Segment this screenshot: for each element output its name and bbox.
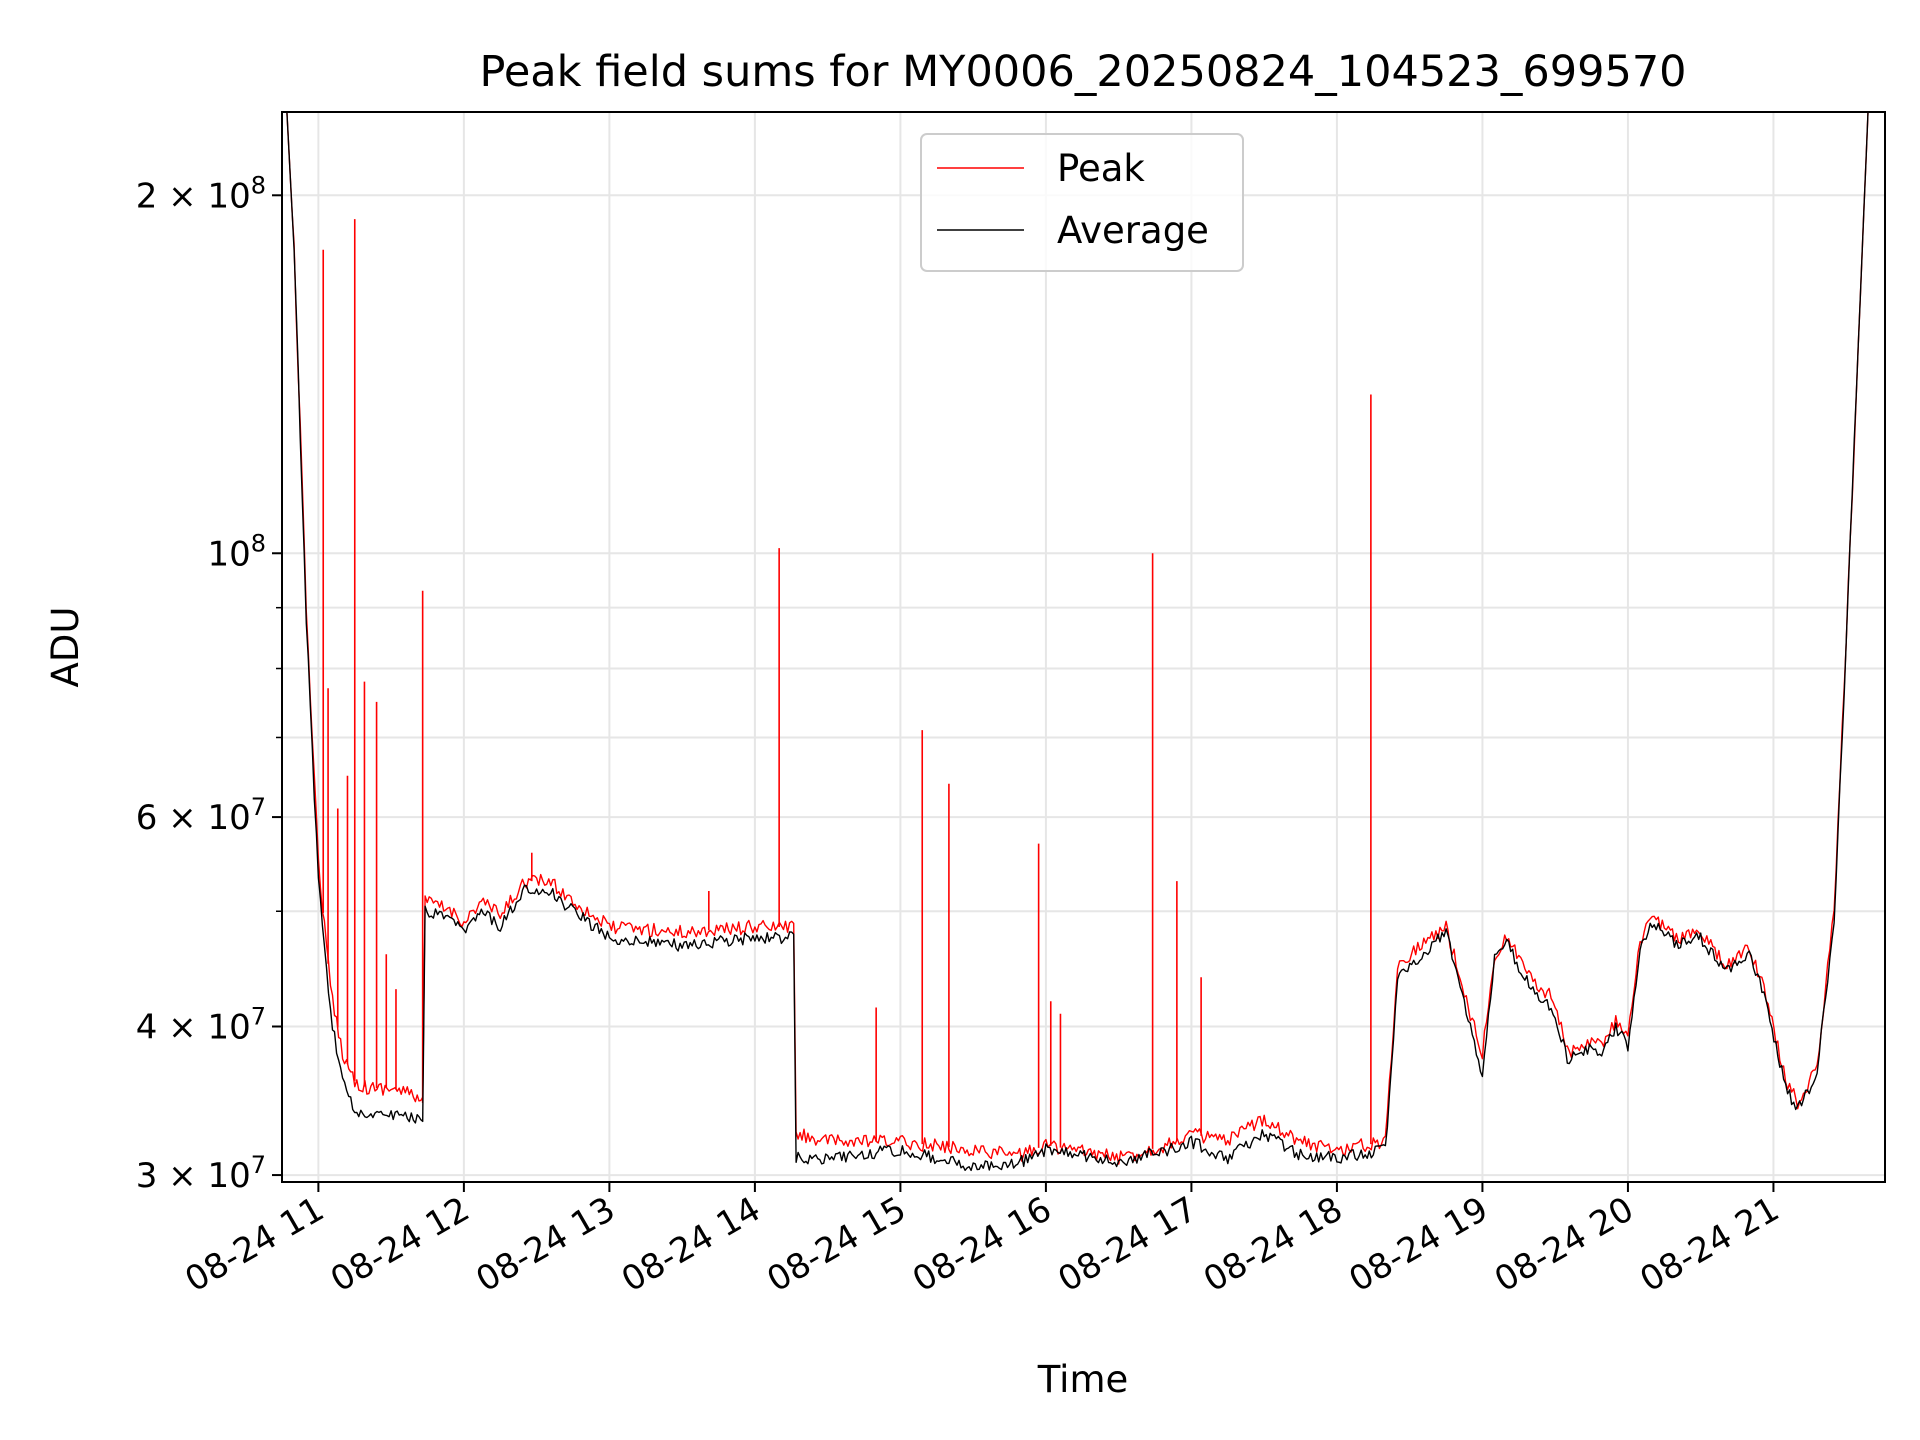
y-tick-label: 4 × 107 — [136, 1002, 266, 1047]
series-line-average — [286, 111, 1869, 1172]
legend: Peak Average — [920, 133, 1244, 272]
chart-title: Peak field sums for MY0006_20250824_1045… — [479, 47, 1686, 97]
legend-label-average: Average — [1057, 209, 1209, 252]
plot-frame — [281, 111, 1886, 1183]
gridlines — [282, 112, 1885, 1182]
series-lines — [286, 111, 1869, 1172]
y-tick-label: 6 × 107 — [136, 793, 266, 838]
legend-label-peak: Peak — [1057, 147, 1145, 190]
series-line-peak — [286, 111, 1869, 1165]
y-axis-label: ADU — [44, 607, 87, 688]
y-tick-label: 2 × 108 — [136, 171, 266, 216]
x-axis-label: Time — [1037, 1358, 1129, 1401]
y-tick-label: 3 × 107 — [136, 1151, 266, 1196]
